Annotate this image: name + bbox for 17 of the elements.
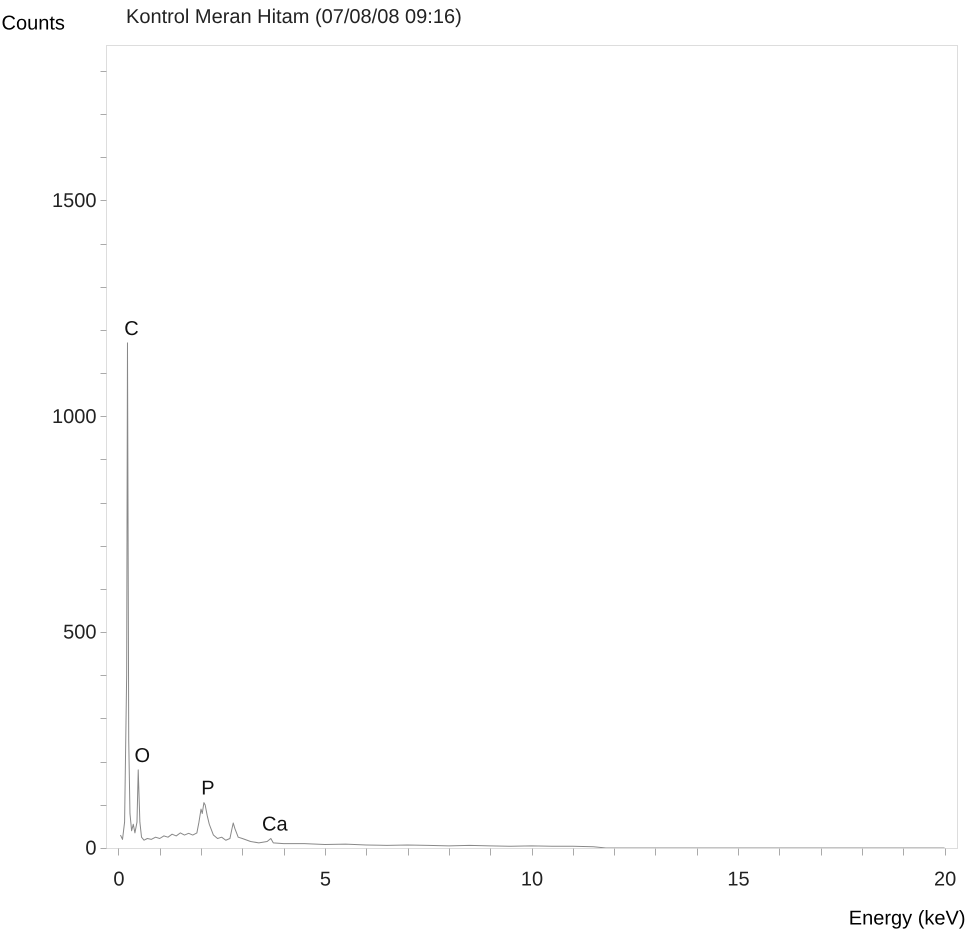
- annotation: C: [124, 318, 139, 340]
- line-series: [120, 342, 946, 848]
- x-tick-label: 0: [113, 868, 124, 890]
- x-tick-label: 20: [934, 868, 956, 890]
- annotation: Ca: [262, 814, 288, 836]
- y-tick-label: 500: [63, 622, 96, 644]
- x-axis-title: Energy (keV): [848, 908, 966, 930]
- annotation: O: [134, 744, 150, 767]
- y-tick-label: 0: [85, 838, 96, 860]
- y-tick-label: 1000: [52, 406, 96, 428]
- y-tick-label: 1500: [52, 190, 96, 212]
- x-tick-label: 15: [727, 868, 750, 890]
- x-tick-label: 10: [520, 868, 544, 890]
- x-tick-label: 5: [320, 868, 332, 890]
- annotation: P: [201, 778, 215, 800]
- chart-title: Kontrol Meran Hitam (07/08/08 09:16): [126, 6, 462, 28]
- y-axis-title: Counts: [2, 12, 65, 34]
